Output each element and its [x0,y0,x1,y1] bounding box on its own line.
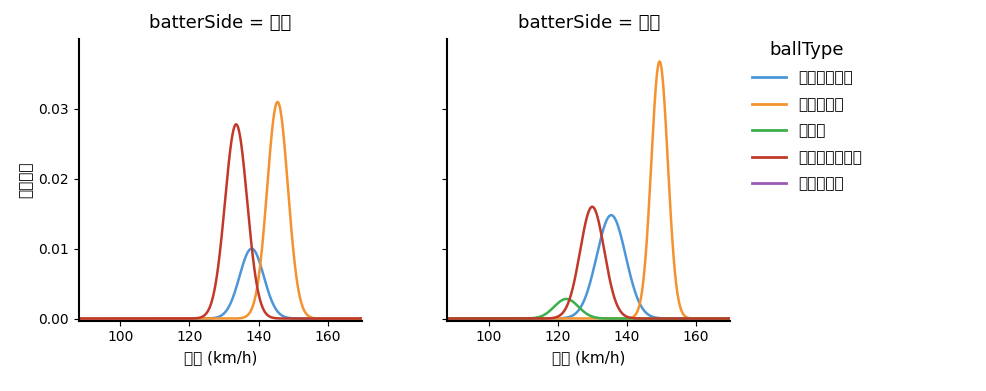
カーブ [447,316,458,321]
チェンジアップ [582,211,594,216]
チェンジアップ [732,316,743,321]
ストレート [79,316,91,321]
ストレート [675,309,687,314]
ストレート [732,316,743,321]
カーブ [582,312,594,317]
カットボール [732,316,743,321]
チェンジアップ [230,122,242,127]
カットボール [373,316,385,321]
チェンジアップ [431,316,443,321]
Line: ストレート: ストレート [437,61,746,319]
Line: カーブ: カーブ [437,299,746,319]
カットボール [740,316,752,321]
ストレート [214,316,226,321]
X-axis label: 球速 (km/h): 球速 (km/h) [183,350,257,365]
ストレート [573,316,585,321]
チェンジアップ [675,316,687,321]
カットボール [79,316,91,321]
ストレート [364,316,376,321]
カットボール [246,246,257,251]
カットボール [364,316,376,321]
カーブ [573,306,585,310]
ストレート [431,316,443,321]
カットボール [63,316,75,321]
チェンジアップ [205,300,217,305]
カットボール [308,316,319,321]
カットボール [733,316,744,321]
カットボール [205,316,217,321]
カットボール [582,288,594,292]
カーブ [675,316,687,321]
ストレート [653,59,665,64]
Line: チェンジアップ: チェンジアップ [69,124,379,319]
Line: ストレート: ストレート [69,102,379,319]
カットボール [675,316,687,321]
チェンジアップ [447,316,458,321]
Title: batterSide = 左打: batterSide = 左打 [149,14,292,32]
チェンジアップ [364,316,376,321]
カーブ [740,316,752,321]
チェンジアップ [308,316,319,321]
カットボール [573,307,585,311]
ストレート [63,316,75,321]
ストレート [364,316,376,321]
カットボール [431,316,443,321]
チェンジアップ [740,316,752,321]
チェンジアップ [586,204,598,209]
カーブ [560,297,572,301]
ストレート [582,316,594,321]
ストレート [740,316,752,321]
Line: カットボール: カットボール [437,215,746,319]
ストレート [308,316,319,320]
カーブ [431,316,443,321]
チェンジアップ [733,316,744,321]
ストレート [205,316,217,321]
カットボール [214,314,226,319]
チェンジアップ [373,316,385,321]
Line: カットボール: カットボール [69,249,379,319]
チェンジアップ [63,316,75,321]
ストレート [733,316,744,321]
Title: batterSide = 右打: batterSide = 右打 [517,14,660,32]
チェンジアップ [364,316,376,321]
カーブ [732,316,743,321]
カーブ [733,316,744,321]
ストレート [373,316,385,321]
Legend: カットボール, ストレート, カーブ, チェンジアップ, スライダー: カットボール, ストレート, カーブ, チェンジアップ, スライダー [751,41,861,192]
Line: チェンジアップ: チェンジアップ [437,207,746,319]
チェンジアップ [573,251,585,255]
カットボール [364,316,376,321]
チェンジアップ [79,316,91,321]
X-axis label: 球速 (km/h): 球速 (km/h) [551,350,625,365]
カットボール [604,213,616,217]
ストレート [271,100,283,104]
ストレート [447,316,458,321]
Y-axis label: 確率密度: 確率密度 [18,161,33,198]
カットボール [447,316,458,321]
チェンジアップ [214,251,226,256]
